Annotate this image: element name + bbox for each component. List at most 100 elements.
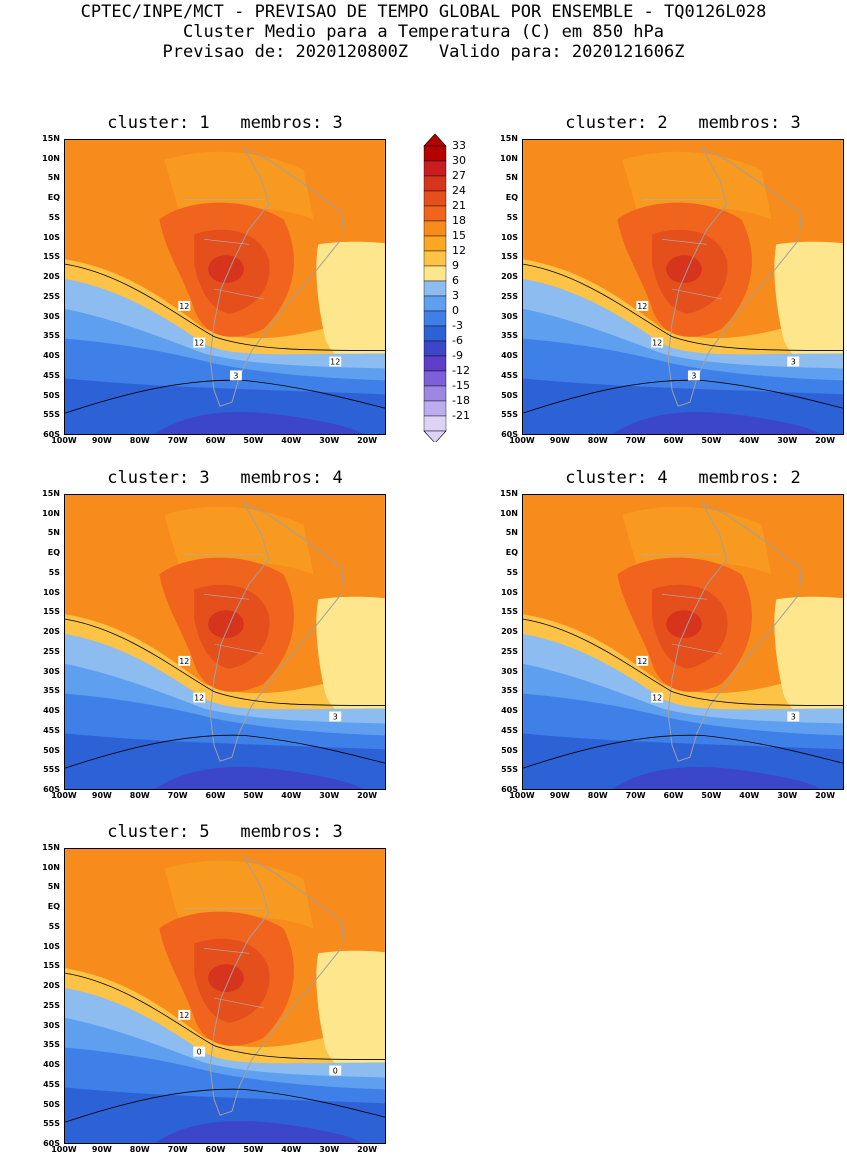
colorbar-max-arrow [423, 133, 447, 147]
lat-tick-label: 45S [43, 1079, 60, 1089]
contour-label: 3 [333, 712, 338, 721]
lon-tick-label: 30W [319, 1145, 340, 1154]
panel-title: cluster: 1 membros: 3 [107, 113, 343, 133]
south-america-outline [209, 146, 344, 407]
colorbar-swatch [423, 370, 447, 387]
band-6-9 [316, 241, 385, 369]
lat-tick-label: 60S [43, 430, 60, 439]
colorbar-label: -18 [452, 394, 470, 407]
lon-tick-label: 20W [357, 791, 378, 800]
lon-tick-label: 100W [51, 436, 77, 445]
band-m9-m6 [154, 1120, 364, 1143]
colorbar-swatch [423, 205, 447, 222]
contour-label: 12 [194, 694, 204, 703]
lat-tick-label: EQ [47, 193, 60, 203]
colorbar-swatch [423, 235, 447, 252]
lat-tick-label: 60S [43, 785, 60, 794]
contour-3 [65, 1088, 385, 1123]
colorbar-swatch [423, 400, 447, 417]
contour-label-box [636, 655, 649, 666]
warm-core-27 [666, 610, 702, 639]
south-america-outline [667, 501, 802, 762]
lat-tick-label: 5N [47, 173, 60, 183]
lat-tick-label: 55S [43, 410, 60, 420]
lon-tick-label: 100W [51, 1145, 77, 1154]
contour-label: 3 [791, 712, 796, 721]
lat-tick-label: 40S [43, 351, 60, 361]
colorbar-label: 0 [452, 304, 459, 317]
colorbar-swatch [423, 160, 447, 177]
lat-tick-label: 10S [501, 232, 518, 242]
lat-tick-label: 35S [43, 331, 60, 341]
lat-tick-label: 55S [501, 410, 518, 420]
contour-label: 12 [179, 1011, 189, 1020]
lon-tick-label: 90W [549, 436, 570, 445]
lat-tick-label: 35S [43, 1040, 60, 1050]
colorbar-label: -21 [452, 409, 470, 422]
contour-label: 12 [179, 302, 189, 311]
colorbar-label: -9 [452, 349, 463, 362]
temperature-map: 12 0 0 [64, 848, 386, 1144]
lat-tick-label: 15S [501, 607, 518, 617]
lon-tick-label: 40W [281, 436, 302, 445]
colorbar-label: -6 [452, 334, 463, 347]
lat-tick-label: 40S [43, 1060, 60, 1070]
lat-tick-label: 15S [43, 961, 60, 971]
lat-tick-label: 15N [42, 843, 60, 852]
lat-tick-label: 50S [501, 745, 518, 755]
lat-tick-label: 30S [43, 311, 60, 321]
colorbar-label: 24 [452, 184, 466, 197]
lon-tick-label: 100W [51, 791, 77, 800]
lon-tick-label: 70W [625, 791, 646, 800]
lat-tick-label: 10N [500, 508, 518, 518]
colorbar-label: -3 [452, 319, 463, 332]
lon-tick-label: 20W [357, 1145, 378, 1154]
colorbar-swatch [423, 220, 447, 237]
contour-label-box [329, 711, 342, 722]
lat-tick-label: 55S [43, 765, 60, 775]
lat-tick-label: 15N [42, 489, 60, 498]
lon-tick-label: 80W [129, 791, 150, 800]
band-m9-m6 [154, 411, 364, 434]
contour-label-box [636, 300, 649, 311]
temperature-map: 12 12 3 [64, 494, 386, 790]
contour-12 [523, 263, 843, 351]
lon-tick-label: 50W [243, 791, 264, 800]
lat-tick-label: 40S [501, 351, 518, 361]
lat-tick-label: 60S [43, 1139, 60, 1148]
panel-title: cluster: 4 membros: 2 [565, 468, 801, 488]
lat-tick-label: EQ [47, 902, 60, 912]
lat-tick-label: 45S [501, 725, 518, 735]
temperature-map: 12 12 3 [522, 494, 844, 790]
colorbar-swatch [423, 340, 447, 357]
contour-label: 12 [194, 339, 204, 348]
lon-tick-label: 30W [319, 436, 340, 445]
lat-tick-label: EQ [505, 193, 518, 203]
colorbar-swatch [423, 175, 447, 192]
contour-label: 12 [652, 339, 662, 348]
lat-tick-label: 50S [43, 745, 60, 755]
colorbar-min-arrow [423, 430, 447, 442]
band-m9-m6 [612, 411, 822, 434]
lon-tick-label: 50W [701, 791, 722, 800]
colorbar-label: 18 [452, 214, 466, 227]
colorbar-label: 12 [452, 244, 466, 257]
lat-tick-label: 30S [501, 666, 518, 676]
contour-label-box [787, 711, 800, 722]
contour-label: 12 [179, 657, 189, 666]
colorbar-swatch [423, 295, 447, 312]
colorbar-label: 3 [452, 289, 459, 302]
lon-tick-label: 20W [357, 436, 378, 445]
contour-label-box [193, 1046, 206, 1057]
lat-tick-label: EQ [47, 548, 60, 558]
lon-tick-label: 30W [777, 436, 798, 445]
lon-tick-label: 30W [777, 791, 798, 800]
lat-tick-label: 15S [43, 252, 60, 262]
lon-tick-label: 30W [319, 791, 340, 800]
country-borders [184, 908, 264, 1009]
panel-title: cluster: 5 membros: 3 [107, 822, 343, 842]
lat-tick-label: 45S [43, 725, 60, 735]
contour-3 [523, 734, 843, 769]
lat-tick-label: 10N [42, 862, 60, 872]
lat-tick-label: 50S [43, 390, 60, 400]
